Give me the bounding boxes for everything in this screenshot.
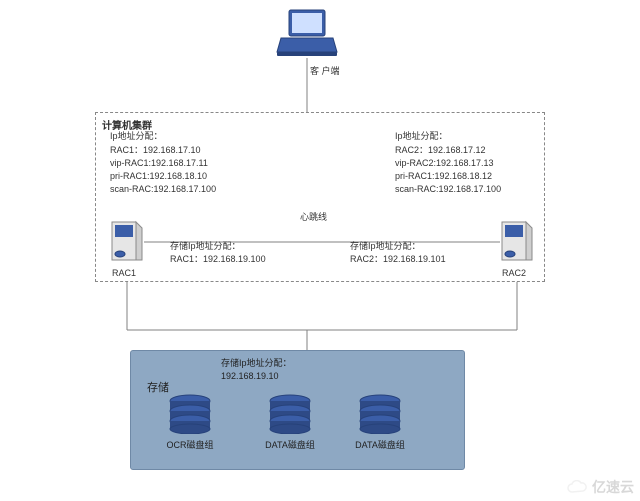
disk-group-data1: DATA磁盘组 — [260, 394, 320, 451]
rac2-ip-0: RAC2：192.168.17.12 — [395, 144, 501, 157]
rac2-stor-header: 存储Ip地址分配： — [350, 240, 446, 253]
disk-group-data2: DATA磁盘组 — [350, 394, 410, 451]
rac2-ip-1: vip-RAC2:192.168.17.13 — [395, 157, 501, 170]
storage-ip-block: 存储Ip地址分配： 192.168.19.10 — [221, 357, 292, 383]
client-label: 客 户端 — [310, 64, 340, 77]
disk-label-0: OCR磁盘组 — [160, 438, 220, 451]
rac2-stor-ip: RAC2：192.168.19.101 — [350, 253, 446, 266]
rac1-stor-header: 存储Ip地址分配： — [170, 240, 266, 253]
cylinder-icon — [357, 394, 403, 434]
server-rac1-icon — [110, 220, 144, 264]
rac1-label: RAC1 — [112, 268, 136, 278]
diagram-canvas: 客 户端 计算机集群 Ip地址分配： RAC1：192.168.17.10 vi… — [0, 0, 640, 501]
rac2-storage-ip: 存储Ip地址分配： RAC2：192.168.19.101 — [350, 240, 446, 266]
rac1-ip-3: scan-RAC:192.168.17.100 — [110, 183, 216, 196]
rac2-ip-block: Ip地址分配： RAC2：192.168.17.12 vip-RAC2:192.… — [395, 130, 501, 196]
watermark-text: 亿速云 — [592, 477, 634, 497]
rac1-ip-0: RAC1：192.168.17.10 — [110, 144, 216, 157]
rac2-ip-2: pri-RAC1:192.168.18.12 — [395, 170, 501, 183]
rac1-ip-header: Ip地址分配： — [110, 130, 216, 143]
disk-group-ocr: OCR磁盘组 — [160, 394, 220, 451]
cylinder-icon — [167, 394, 213, 434]
rac2-label: RAC2 — [502, 268, 526, 278]
storage-ip-header: 存储Ip地址分配： — [221, 357, 292, 370]
heartbeat-label: 心跳线 — [300, 210, 327, 223]
cloud-icon — [566, 480, 588, 494]
rac1-ip-block: Ip地址分配： RAC1：192.168.17.10 vip-RAC1:192.… — [110, 130, 216, 196]
disk-label-2: DATA磁盘组 — [350, 438, 410, 451]
cylinder-icon — [267, 394, 313, 434]
watermark: 亿速云 — [566, 477, 634, 497]
disk-label-1: DATA磁盘组 — [260, 438, 320, 451]
rac2-ip-3: scan-RAC:192.168.17.100 — [395, 183, 501, 196]
server-rac2-icon — [500, 220, 534, 264]
rac2-ip-header: Ip地址分配： — [395, 130, 501, 143]
rac1-storage-ip: 存储Ip地址分配： RAC1：192.168.19.100 — [170, 240, 266, 266]
storage-title: 存储 — [147, 379, 169, 395]
rac1-ip-1: vip-RAC1:192.168.17.11 — [110, 157, 216, 170]
rac1-stor-ip: RAC1：192.168.19.100 — [170, 253, 266, 266]
rac1-ip-2: pri-RAC1:192.168.18.10 — [110, 170, 216, 183]
storage-ip: 192.168.19.10 — [221, 370, 292, 383]
client-laptop-icon — [275, 8, 339, 58]
